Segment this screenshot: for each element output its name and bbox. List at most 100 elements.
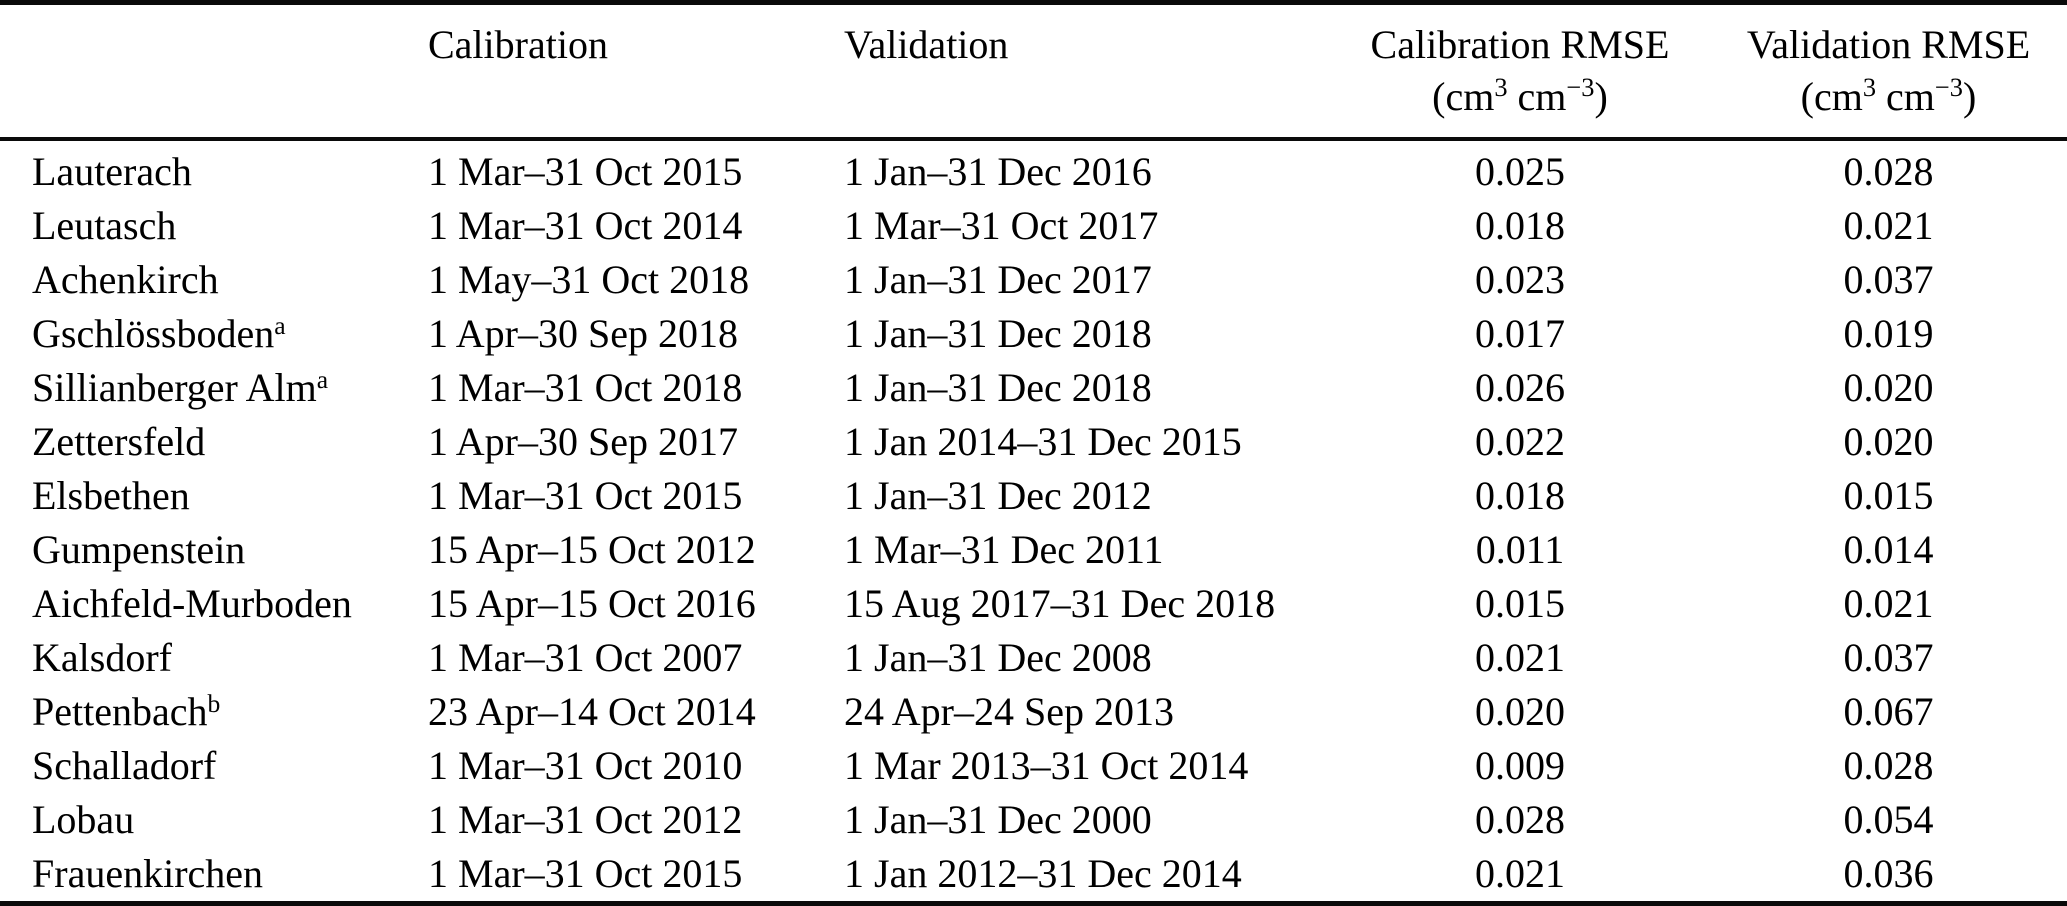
calibration-period-cell: 1 Apr–30 Sep 2017 <box>428 419 738 464</box>
site-cell: Gumpenstein <box>0 523 410 577</box>
header-unit-validation-rmse: (cm3 cm−3) <box>1711 71 2066 123</box>
column-header-validation: Validation <box>840 2 1330 141</box>
validation-rmse-cell: 0.054 <box>1843 797 1934 842</box>
calibration-period-cell: 15 Apr–15 Oct 2012 <box>428 527 756 572</box>
table-row: Pettenbachb 23 Apr–14 Oct 2014 24 Apr–24… <box>0 685 2067 739</box>
site-name: Lauterach <box>32 149 192 194</box>
column-header-validation-rmse: Validation RMSE (cm3 cm−3) <box>1710 2 2067 141</box>
validation-period-cell: 1 Jan 2014–31 Dec 2015 <box>844 419 1242 464</box>
site-name: Zettersfeld <box>32 419 206 464</box>
table-row: Leutasch 1 Mar–31 Oct 2014 1 Mar–31 Oct … <box>0 199 2067 253</box>
unit-text: (cm <box>1800 74 1863 119</box>
validation-period-cell: 1 Jan–31 Dec 2000 <box>844 797 1152 842</box>
table-row: Elsbethen 1 Mar–31 Oct 2015 1 Jan–31 Dec… <box>0 469 2067 523</box>
unit-superscript: −3 <box>1934 72 1964 102</box>
validation-period-cell: 1 Jan 2012–31 Dec 2014 <box>844 851 1242 896</box>
calibration-rmse-cell: 0.026 <box>1475 365 1565 410</box>
validation-period-cell: 24 Apr–24 Sep 2013 <box>844 689 1174 734</box>
calibration-rmse-cell: 0.028 <box>1475 797 1565 842</box>
validation-period-cell: 1 Jan–31 Dec 2018 <box>844 365 1152 410</box>
site-name: Gumpenstein <box>32 527 246 572</box>
unit-text: ) <box>1594 74 1608 119</box>
header-row: Calibration Validation Calibration RMSE … <box>0 2 2067 141</box>
table-row: Kalsdorf 1 Mar–31 Oct 2007 1 Jan–31 Dec … <box>0 631 2067 685</box>
site-name: Frauenkirchen <box>32 851 264 896</box>
site-name: Gschlössboden <box>32 311 275 356</box>
site-cell: Sillianberger Alma <box>0 361 410 415</box>
validation-period-cell: 1 Mar–31 Dec 2011 <box>844 527 1164 572</box>
unit-superscript: 3 <box>1862 72 1877 102</box>
unit-text: cm <box>1507 74 1567 119</box>
table-row: Gumpenstein 15 Apr–15 Oct 2012 1 Mar–31 … <box>0 523 2067 577</box>
site-cell: Achenkirch <box>0 253 410 307</box>
validation-rmse-cell: 0.014 <box>1843 527 1934 572</box>
calibration-rmse-cell: 0.011 <box>1475 527 1565 572</box>
site-cell: Zettersfeld <box>0 415 410 469</box>
calibration-period-cell: 1 Apr–30 Sep 2018 <box>428 311 738 356</box>
calibration-period-cell: 1 Mar–31 Oct 2018 <box>428 365 743 410</box>
header-label-validation: Validation <box>844 22 1009 67</box>
site-name: Pettenbach <box>32 689 208 734</box>
calibration-period-cell: 23 Apr–14 Oct 2014 <box>428 689 756 734</box>
validation-rmse-cell: 0.021 <box>1843 581 1934 626</box>
validation-rmse-cell: 0.037 <box>1843 635 1934 680</box>
site-cell: Elsbethen <box>0 469 410 523</box>
site-name: Kalsdorf <box>32 635 172 680</box>
validation-rmse-cell: 0.036 <box>1843 851 1934 896</box>
site-name: Achenkirch <box>32 257 219 302</box>
header-unit-calibration-rmse: (cm3 cm−3) <box>1331 71 1709 123</box>
validation-rmse-cell: 0.028 <box>1843 149 1934 194</box>
validation-rmse-cell: 0.021 <box>1843 203 1934 248</box>
calibration-rmse-cell: 0.021 <box>1475 851 1565 896</box>
table-row: Lobau 1 Mar–31 Oct 2012 1 Jan–31 Dec 200… <box>0 793 2067 847</box>
header-label-calibration: Calibration <box>428 22 608 67</box>
validation-rmse-cell: 0.020 <box>1843 419 1934 464</box>
site-name: Lobau <box>32 797 135 842</box>
calibration-period-cell: 1 Mar–31 Oct 2012 <box>428 797 743 842</box>
table-row: Sillianberger Alma 1 Mar–31 Oct 2018 1 J… <box>0 361 2067 415</box>
calibration-period-cell: 1 Mar–31 Oct 2015 <box>428 851 743 896</box>
calibration-period-cell: 1 Mar–31 Oct 2015 <box>428 149 743 194</box>
table-row: Gschlössbodena 1 Apr–30 Sep 2018 1 Jan–3… <box>0 307 2067 361</box>
validation-rmse-cell: 0.037 <box>1843 257 1934 302</box>
calibration-rmse-cell: 0.023 <box>1475 257 1565 302</box>
calibration-period-cell: 15 Apr–15 Oct 2016 <box>428 581 756 626</box>
calibration-rmse-cell: 0.021 <box>1475 635 1565 680</box>
site-cell: Frauenkirchen <box>0 847 410 904</box>
column-header-site <box>0 2 410 141</box>
validation-rmse-cell: 0.028 <box>1843 743 1934 788</box>
site-cell: Lauterach <box>0 139 410 199</box>
footnote-mark: a <box>274 311 286 340</box>
validation-period-cell: 1 Mar 2013–31 Oct 2014 <box>844 743 1249 788</box>
site-cell: Lobau <box>0 793 410 847</box>
site-cell: Kalsdorf <box>0 631 410 685</box>
calibration-rmse-cell: 0.017 <box>1475 311 1565 356</box>
validation-period-cell: 1 Jan–31 Dec 2008 <box>844 635 1152 680</box>
site-name: Sillianberger Alm <box>32 365 317 410</box>
calibration-period-cell: 1 Mar–31 Oct 2010 <box>428 743 743 788</box>
table-row: Achenkirch 1 May–31 Oct 2018 1 Jan–31 De… <box>0 253 2067 307</box>
calibration-rmse-cell: 0.018 <box>1475 473 1565 518</box>
unit-text: (cm <box>1432 74 1495 119</box>
validation-rmse-cell: 0.015 <box>1843 473 1934 518</box>
site-name: Leutasch <box>32 203 177 248</box>
site-name: Schalladorf <box>32 743 217 788</box>
header-label-calibration-rmse: Calibration RMSE <box>1370 22 1670 67</box>
calibration-period-cell: 1 Mar–31 Oct 2007 <box>428 635 743 680</box>
table-row: Frauenkirchen 1 Mar–31 Oct 2015 1 Jan 20… <box>0 847 2067 904</box>
calibration-rmse-cell: 0.015 <box>1475 581 1565 626</box>
validation-period-cell: 1 Jan–31 Dec 2016 <box>844 149 1152 194</box>
validation-period-cell: 1 Jan–31 Dec 2018 <box>844 311 1152 356</box>
site-name: Elsbethen <box>32 473 190 518</box>
site-cell: Aichfeld-Murboden <box>0 577 410 631</box>
header-label-validation-rmse: Validation RMSE <box>1746 22 2031 67</box>
unit-superscript: 3 <box>1494 72 1508 102</box>
column-header-calibration: Calibration <box>410 2 840 141</box>
table-row: Zettersfeld 1 Apr–30 Sep 2017 1 Jan 2014… <box>0 415 2067 469</box>
validation-period-cell: 15 Aug 2017–31 Dec 2018 <box>844 581 1276 626</box>
calibration-period-cell: 1 Mar–31 Oct 2015 <box>428 473 743 518</box>
site-name: Aichfeld-Murboden <box>32 581 352 626</box>
validation-rmse-cell: 0.020 <box>1843 365 1934 410</box>
